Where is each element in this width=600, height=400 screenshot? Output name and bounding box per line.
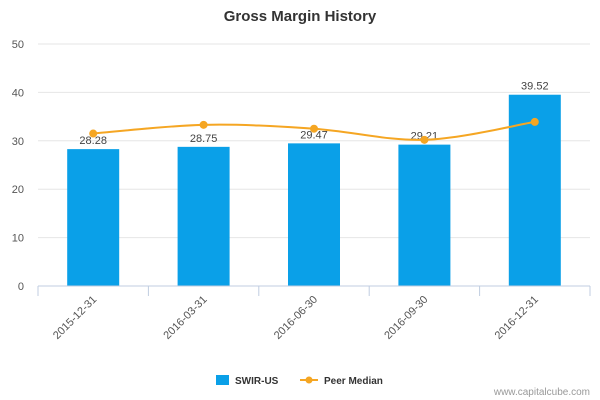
- bar-2016-03-31[interactable]: [177, 146, 230, 286]
- bar-series: [67, 94, 561, 286]
- chart-title: Gross Margin History: [224, 8, 377, 25]
- bar-value-label: 29.47: [300, 129, 328, 141]
- bar-2016-12-31[interactable]: [508, 94, 561, 286]
- x-tick-label: 2016-09-30: [382, 294, 430, 342]
- x-tick-label: 2015-12-31: [51, 294, 99, 342]
- x-axis: 2015-12-31 2016-03-31 2016-06-30 2016-09-30…: [37, 285, 591, 342]
- peer-median-point-2016-06-30[interactable]: [310, 124, 318, 133]
- legend-swir-label[interactable]: SWIR-US: [235, 376, 279, 387]
- peer-median-point-2016-03-31[interactable]: [199, 120, 208, 129]
- bar-2016-09-30[interactable]: [398, 144, 451, 286]
- y-tick-label: 40: [12, 87, 24, 99]
- x-tick-label: 2016-03-31: [161, 294, 209, 342]
- bar-2015-12-31[interactable]: [67, 149, 120, 286]
- y-tick-label: 50: [12, 39, 24, 51]
- peer-median-point-2015-12-31[interactable]: [89, 129, 98, 138]
- bar-value-label: 39.52: [521, 81, 549, 93]
- legend: SWIR-US Peer Median: [216, 375, 383, 387]
- x-tick-label: 2016-06-30: [272, 294, 320, 342]
- bar-value-label: 28.75: [190, 133, 218, 145]
- legend-swir-swatch: [216, 375, 229, 385]
- legend-peer-marker: [305, 376, 313, 384]
- bar-2016-06-30[interactable]: [288, 143, 340, 286]
- y-tick-label: 10: [12, 233, 24, 245]
- peer-median-point-2016-09-30[interactable]: [420, 135, 429, 144]
- y-axis: 0 10 20 30 40 50: [12, 39, 24, 293]
- gridlines: [38, 43, 590, 239]
- y-tick-label: 20: [12, 184, 24, 196]
- y-tick-label: 0: [18, 281, 24, 293]
- x-tick-label: 2016-12-31: [493, 294, 541, 342]
- peer-median-point-2016-12-31[interactable]: [530, 117, 539, 126]
- y-tick-label: 30: [12, 136, 24, 148]
- peer-median-series: [89, 117, 539, 144]
- bar-value-label: 28.28: [79, 135, 107, 147]
- credit-text: www.capitalcube.com: [493, 387, 590, 398]
- legend-peer-label[interactable]: Peer Median: [324, 376, 383, 387]
